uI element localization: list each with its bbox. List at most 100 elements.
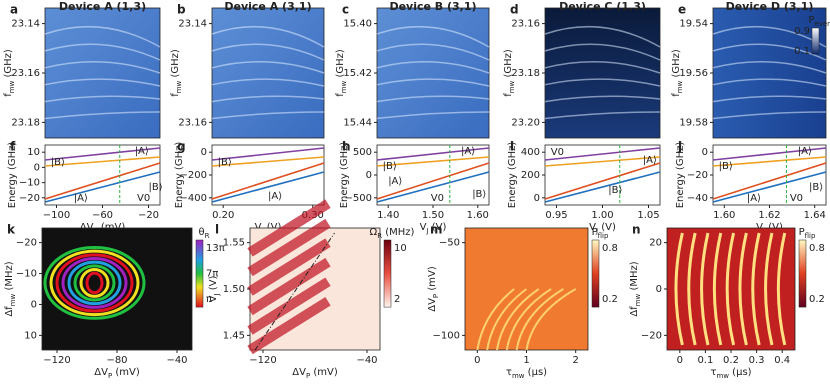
y-tick-label: 0 <box>34 162 40 173</box>
y-tick-label: 0 <box>366 170 372 181</box>
y-tick-label: 15.44 <box>343 117 372 128</box>
texture <box>61 257 128 309</box>
y-tick-label: −50 <box>439 238 460 249</box>
y-tick-label: 10 <box>27 147 40 158</box>
curve <box>44 171 161 203</box>
x-tick-label: 0.20 <box>212 210 234 221</box>
label-unit: (GHz) <box>671 49 682 81</box>
colorbar <box>591 239 600 308</box>
y-tick-label: −100 <box>433 330 460 341</box>
label-base: Energy (GHz) <box>174 142 185 209</box>
state-label: |B⟩ <box>472 189 486 200</box>
panel-letter: c <box>342 3 349 17</box>
panel-letter: j <box>677 140 682 154</box>
label-base: P <box>799 227 805 238</box>
label-base: f <box>3 93 14 97</box>
x-tick-label: 0.4 <box>774 355 790 366</box>
label-base: P <box>808 15 814 26</box>
label-base: f <box>170 93 181 97</box>
colorbar <box>195 239 204 308</box>
texture <box>544 43 661 61</box>
label-base: Energy (GHz) <box>507 142 518 209</box>
label-unit: (μs) <box>729 367 752 378</box>
label-base: V <box>420 222 427 233</box>
y-tick-label: 23.16 <box>178 117 207 128</box>
label-sub: mw <box>512 372 525 380</box>
label-sub: mw <box>634 293 642 306</box>
label-unit: (MHz) <box>382 227 414 238</box>
texture <box>544 78 661 87</box>
texture <box>486 288 528 351</box>
texture <box>712 43 827 61</box>
texture <box>247 277 331 335</box>
state-label: |A⟩ <box>643 155 657 166</box>
state-label: |B⟩ <box>809 182 823 193</box>
y-tick-label: 19.56 <box>679 68 708 79</box>
panel-letter: l <box>215 223 219 237</box>
texture <box>211 95 325 103</box>
y-tick-label: 10 <box>24 330 37 341</box>
y-tick-label: −40 <box>687 193 708 204</box>
x-tick-label: 0.95 <box>545 210 567 221</box>
texture <box>211 78 325 87</box>
y-tick-label: 23.16 <box>511 19 540 30</box>
axis-label: Energy (GHz) <box>339 142 350 209</box>
label-sub: J <box>425 227 428 235</box>
state-label: |B⟩ <box>719 161 733 172</box>
x-tick-label: −120 <box>249 355 276 366</box>
y-tick-label: 500 <box>353 147 372 158</box>
axis-label: ΔVP (mV) <box>94 367 140 380</box>
y-tick-label: 1.50 <box>223 284 245 295</box>
y-tick-label: −10 <box>16 269 37 280</box>
state-label: |B⟩ <box>51 157 65 168</box>
curve <box>712 147 827 161</box>
texture <box>376 111 490 120</box>
x-tick-label: 1.60 <box>713 210 735 221</box>
axis-label: τmw (μs) <box>710 367 751 380</box>
texture <box>247 199 331 257</box>
label-base: τ <box>506 367 512 378</box>
label-sub: P <box>108 372 112 380</box>
label-unit: (GHz) <box>170 49 181 81</box>
label-unit: (GHz) <box>3 49 14 81</box>
curve <box>44 156 161 167</box>
curve <box>712 156 827 167</box>
label-base: Energy (GHz) <box>7 142 18 209</box>
x-tick-label: 1.00 <box>591 210 613 221</box>
y-tick-label: 20 <box>649 238 662 249</box>
colorbar-tick-label: 0.9 <box>794 26 810 37</box>
y-tick-label: 0 <box>534 193 540 204</box>
texture <box>247 218 331 277</box>
texture <box>49 249 140 317</box>
label-base: Δf <box>4 306 15 317</box>
texture <box>247 257 331 316</box>
texture <box>712 232 723 346</box>
label-base: f <box>503 93 514 97</box>
texture <box>85 271 104 295</box>
label-unit: (MHz) <box>4 261 15 293</box>
axis-label: Energy (GHz) <box>7 142 18 209</box>
curve <box>544 171 661 203</box>
axis-label: Pflip <box>799 227 816 240</box>
label-base: P <box>592 227 598 238</box>
texture <box>764 232 774 346</box>
label-sub: even <box>814 20 830 28</box>
axis-label: fmw (GHz) <box>503 49 516 97</box>
panel-area <box>44 144 161 206</box>
curve <box>712 162 827 200</box>
y-tick-label: 19.58 <box>679 117 708 128</box>
label-base: Energy (GHz) <box>675 142 686 209</box>
colorbar-tick-label: 0.8 <box>809 243 825 254</box>
label-base: f <box>671 93 682 97</box>
state-label: |A⟩ <box>135 146 149 157</box>
panel-title: Device A (3,1) <box>224 0 311 13</box>
y-tick-label: 200 <box>521 170 540 181</box>
x-tick-label: 1 <box>523 355 529 366</box>
guide <box>254 232 335 351</box>
texture <box>376 95 490 103</box>
colorbar-tick-label: π <box>206 294 212 305</box>
texture <box>751 232 761 346</box>
state-label: V0 <box>790 193 803 204</box>
y-tick-label: 23.14 <box>11 19 40 30</box>
texture <box>738 232 748 346</box>
